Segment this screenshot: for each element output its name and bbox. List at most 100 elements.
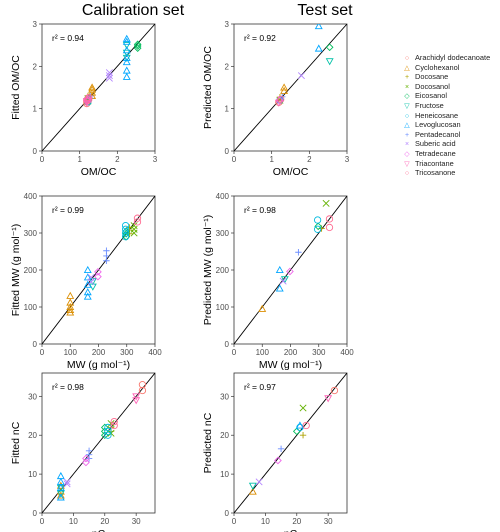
x-tick-label: 1 <box>77 155 82 164</box>
x-tick-label: 300 <box>120 348 134 357</box>
identity-line <box>234 196 347 344</box>
plus-marker-icon: + <box>404 131 410 139</box>
circle-marker-icon: ○ <box>404 112 410 120</box>
data-point <box>122 42 131 50</box>
data-point <box>105 72 113 80</box>
data-point <box>330 386 339 395</box>
data-point <box>107 420 115 428</box>
data-point <box>174 163 180 169</box>
data-point <box>280 276 289 284</box>
y-tick-label: 0 <box>33 147 38 156</box>
x-axis-label: MW (g mol⁻¹) <box>259 359 322 371</box>
data-point <box>314 44 323 52</box>
x-tick-label: 0 <box>40 348 45 357</box>
data-point <box>121 221 130 230</box>
x-tick-label: 3 <box>153 155 158 164</box>
x-tick-label: 100 <box>64 348 78 357</box>
r-squared-annotation: r² = 0.98 <box>52 382 84 392</box>
y-tick-label: 400 <box>216 192 230 201</box>
data-point <box>94 272 102 281</box>
data-point <box>66 291 75 299</box>
x-tick-label: 20 <box>100 517 109 526</box>
x-tick-label: 0 <box>40 517 45 526</box>
data-point <box>66 305 75 313</box>
x-tick-label: 1 <box>269 155 274 164</box>
legend-label: Cyclohexanol <box>415 62 460 72</box>
y-tick-label: 10 <box>28 470 37 479</box>
y-tick-label: 0 <box>225 340 230 349</box>
x-tick-label: 30 <box>132 517 141 526</box>
data-points <box>258 199 334 312</box>
triangle-marker-icon: △ <box>404 64 410 72</box>
data-point <box>94 268 102 276</box>
data-point <box>107 429 115 437</box>
legend-item: × Suberic acid <box>402 139 490 149</box>
data-point <box>85 96 93 104</box>
data-point <box>325 58 334 66</box>
legend-item: ◇ Eicosanol <box>402 91 490 101</box>
data-point <box>56 483 65 491</box>
legend-label: Docosane <box>415 72 449 82</box>
panel-calibration-mw: 0 100 200 300 400 0 100 200 300 400 r² = 0.99 MW (g… <box>10 163 180 371</box>
data-point <box>138 386 147 395</box>
data-point <box>274 99 283 107</box>
data-point <box>325 43 334 52</box>
data-point <box>82 454 90 463</box>
data-point <box>104 431 112 439</box>
legend-label: Triacontane <box>415 158 454 168</box>
data-point <box>83 292 92 300</box>
y-axis-label: Predicted MW (g mol⁻¹) <box>202 215 214 326</box>
y-tick-label: 0 <box>33 340 38 349</box>
y-tick-label: 400 <box>24 192 38 201</box>
data-point <box>66 308 75 316</box>
data-point <box>295 421 304 429</box>
data-point <box>133 40 142 49</box>
legend-label: Suberic acid <box>415 139 456 149</box>
cross-marker-icon: × <box>404 83 410 91</box>
y-tick-label: 300 <box>24 229 38 238</box>
legend-label: Tricosanone <box>415 168 456 178</box>
x-axis-label: OM/OC <box>273 166 309 178</box>
data-point <box>314 24 323 30</box>
r-squared-annotation: r² = 0.98 <box>244 205 276 215</box>
data-point <box>314 222 323 231</box>
r-squared-annotation: r² = 0.97 <box>244 382 276 392</box>
plus-marker-icon: + <box>404 74 410 82</box>
y-tick-label: 1 <box>225 105 230 114</box>
data-point <box>122 34 131 42</box>
data-point <box>299 432 307 439</box>
legend-label: Arachidyl dodecanoate <box>415 53 491 62</box>
data-point <box>299 404 307 412</box>
data-points <box>248 386 339 495</box>
y-axis-label: Fitted nC <box>10 421 22 464</box>
data-point <box>130 222 138 230</box>
x-tick-label: 400 <box>340 348 354 357</box>
legend-label: Pentadecanol <box>415 129 461 139</box>
x-tick-label: 0 <box>40 155 45 164</box>
y-tick-label: 0 <box>225 147 230 156</box>
x-axis-label: OM/OC <box>81 166 117 178</box>
y-axis-label: Fitted MW (g mol⁻¹) <box>10 224 22 316</box>
y-tick-label: 100 <box>24 303 38 312</box>
r-squared-annotation: r² = 0.94 <box>52 33 84 43</box>
legend-item: × Docosanol <box>402 82 490 92</box>
data-point <box>133 44 142 52</box>
legend-item: △ Levoglucosan <box>402 120 490 130</box>
data-point <box>322 199 330 207</box>
data-point <box>122 53 131 61</box>
x-tick-label: 0 <box>232 155 237 164</box>
panel-calibration-nc: 0 10 20 30 0 10 20 30 r² = 0.98 nC Fitted nC <box>10 372 156 532</box>
data-point <box>110 421 118 430</box>
data-point <box>88 83 97 91</box>
panel-test-mw: 0 100 200 300 400 0 100 200 300 400 r² = 0.98 MW (g… <box>202 192 354 371</box>
cross-marker-icon: × <box>404 141 410 149</box>
data-point <box>103 257 110 264</box>
data-point <box>83 273 92 281</box>
diamond-marker-icon: ◇ <box>404 93 410 101</box>
data-point <box>66 298 75 306</box>
x-tick-label: 400 <box>148 348 162 357</box>
y-tick-label: 0 <box>33 509 38 518</box>
x-tick-label: 30 <box>324 517 333 526</box>
diamond-marker-icon: ◇ <box>404 150 410 158</box>
data-point <box>302 421 310 430</box>
